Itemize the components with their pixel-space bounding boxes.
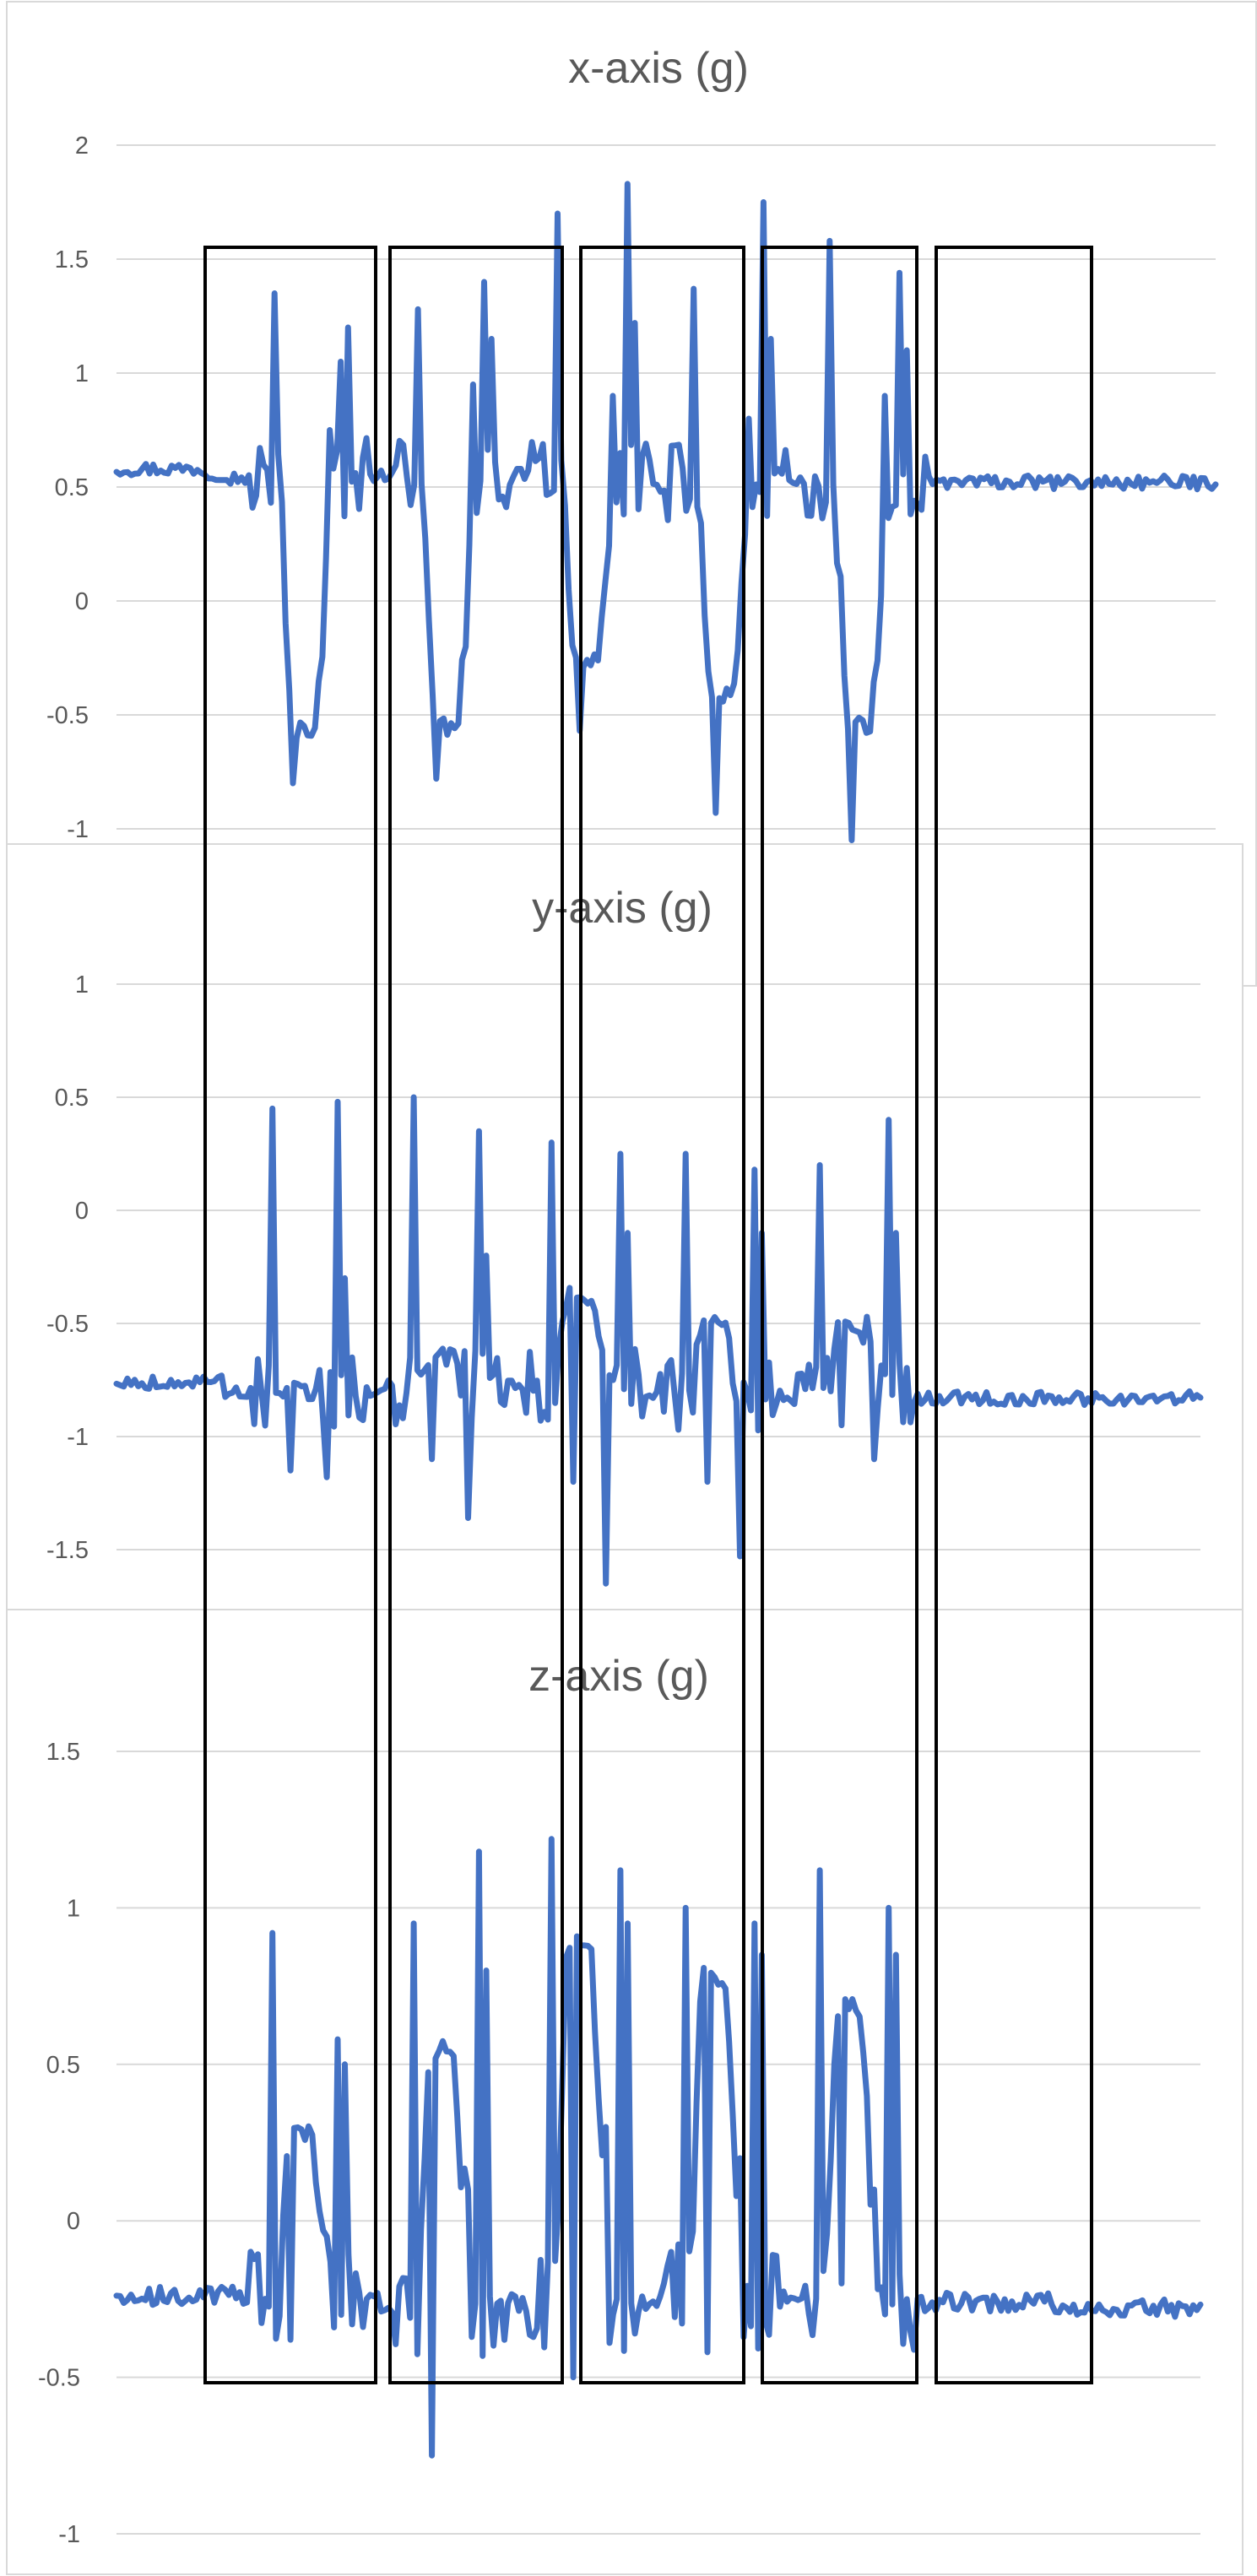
activity-window-box <box>388 246 564 2384</box>
y-tick-label: -0.5 <box>46 1311 89 1338</box>
y-tick-label: 0.5 <box>55 1085 89 1112</box>
y-tick-label: 0 <box>75 588 89 615</box>
y-tick-label: 0 <box>67 2208 80 2235</box>
activity-window-box <box>579 246 745 2384</box>
chart-title: y-axis (g) <box>532 884 712 933</box>
chart-title: x-axis (g) <box>568 44 749 93</box>
series-line-x <box>113 181 1219 843</box>
activity-window-box <box>203 246 377 2384</box>
y-tick-label: 1 <box>75 360 89 387</box>
y-tick-label: 0 <box>75 1198 89 1225</box>
y-tick-label: -0.5 <box>46 702 89 729</box>
series-line-y <box>113 1094 1204 1587</box>
y-tick-label: -1 <box>67 1424 89 1451</box>
chart-panel-y: 1 0.5 0 -0.5 -1 -1.5 y-axis (g) <box>6 843 1243 1623</box>
y-tick-label: 0.5 <box>46 2052 80 2079</box>
y-tick-label: -1 <box>58 2521 80 2548</box>
y-tick-label: 1 <box>67 1895 80 1922</box>
chart-panel-z: 1.5 1 0.5 0 -0.5 -1 z-axis (g) <box>6 1609 1243 2575</box>
activity-window-box <box>935 246 1093 2384</box>
y-tick-label: 0.5 <box>55 474 89 501</box>
y-tick-label: -1.5 <box>46 1537 89 1564</box>
y-tick-label: -0.5 <box>38 2365 80 2392</box>
y-tick-label: 1.5 <box>55 246 89 273</box>
series-line-z <box>113 1836 1204 2459</box>
y-tick-label: -1 <box>67 816 89 843</box>
y-tick-label: 1 <box>75 971 89 998</box>
chart-panel-x: 2 1.5 1 0.5 0 -0.5 -1 x-axis (g) <box>6 1 1257 987</box>
activity-windows <box>203 246 1093 2384</box>
y-tick-label: 1.5 <box>46 1739 80 1766</box>
chart-title: z-axis (g) <box>528 1652 709 1701</box>
activity-window-box <box>761 246 918 2384</box>
y-tick-label: 2 <box>75 133 89 160</box>
chart-frame <box>6 1 1257 987</box>
